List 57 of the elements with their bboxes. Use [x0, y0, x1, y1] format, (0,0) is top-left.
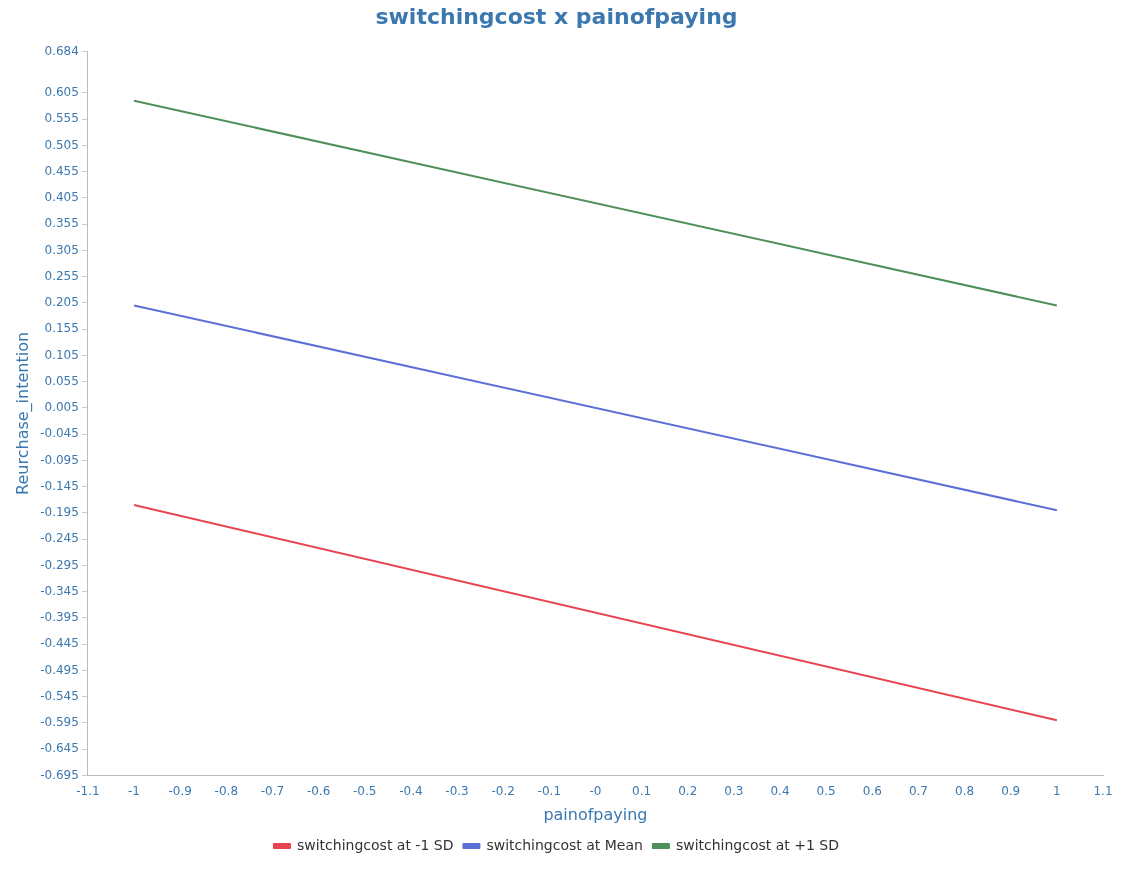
x-tick-label: -0.2	[491, 783, 515, 798]
x-tick-label: -1	[128, 783, 141, 798]
x-tick-label: 0.9	[1001, 783, 1021, 798]
y-tick-label: 0.255	[44, 268, 79, 283]
x-tick-label: 0.7	[908, 783, 928, 798]
y-tick-label: -0.495	[40, 662, 79, 677]
x-tick-label: -0.6	[306, 783, 331, 798]
x-tick-label: 0.4	[770, 783, 790, 798]
y-tick-label: -0.145	[40, 478, 79, 493]
y-tick-label: 0.684	[44, 43, 79, 58]
y-tick-label: 0.405	[44, 190, 79, 205]
x-tick-label: -0.7	[260, 783, 285, 798]
y-tick-label: -0.595	[40, 715, 79, 730]
x-tick-label: -0.5	[353, 783, 377, 798]
x-tick-label: 0.1	[632, 783, 652, 798]
x-tick-label: 1	[1053, 783, 1061, 798]
y-tick-label: 0.155	[44, 321, 79, 336]
y-tick-label: -0.345	[40, 583, 79, 598]
x-tick-label: 0.8	[955, 783, 975, 798]
x-axis-title: painofpaying	[543, 804, 648, 824]
x-tick-label: -0.1	[537, 783, 562, 798]
x-tick-label: -0.4	[399, 783, 423, 798]
x-tick-label: -0.8	[214, 783, 239, 798]
x-tick-label: -0.9	[168, 783, 192, 798]
y-tick-label: -0.645	[40, 741, 79, 756]
y-tick-label: 0.105	[44, 347, 79, 362]
x-tick-label: 0.3	[724, 783, 744, 798]
y-tick-label: -0.195	[40, 505, 79, 520]
y-tick-label: -0.295	[40, 557, 79, 572]
y-tick-label: 0.505	[44, 137, 79, 152]
y-tick-label: -0.045	[40, 426, 79, 441]
y-tick-label: 0.455	[44, 163, 79, 178]
y-tick-label: -0.695	[40, 767, 79, 782]
legend-label: switchingcost at -1 SD	[296, 836, 454, 853]
y-tick-label: 0.005	[44, 400, 79, 415]
x-tick-label: 0.2	[678, 783, 698, 798]
y-tick-label: -0.095	[40, 452, 79, 467]
y-tick-label: -0.245	[40, 531, 79, 546]
y-tick-label: -0.395	[40, 610, 79, 625]
x-tick-label: -1.1	[76, 783, 100, 798]
x-tick-label: -0	[589, 783, 602, 798]
legend-label: switchingcost at +1 SD	[675, 836, 840, 853]
y-tick-label: -0.445	[40, 636, 79, 651]
y-tick-label: 0.555	[44, 111, 79, 126]
x-tick-label: 1.1	[1093, 783, 1113, 798]
y-tick-label: 0.055	[44, 373, 79, 388]
y-tick-label: -0.545	[40, 688, 79, 703]
x-tick-label: -0.3	[445, 783, 469, 798]
y-tick-label: 0.605	[44, 85, 79, 99]
y-tick-label: 0.355	[44, 216, 79, 231]
chart-title: switchingcost x painofpaying	[375, 3, 738, 29]
x-tick-label: 0.6	[862, 783, 882, 798]
x-tick-label: 0.5	[816, 783, 836, 798]
y-tick-label: 0.305	[44, 242, 79, 257]
legend-label: switchingcost at Mean	[486, 836, 643, 853]
y-axis-title: Reurchase_intention	[12, 331, 33, 495]
y-tick-label: 0.205	[44, 295, 79, 310]
